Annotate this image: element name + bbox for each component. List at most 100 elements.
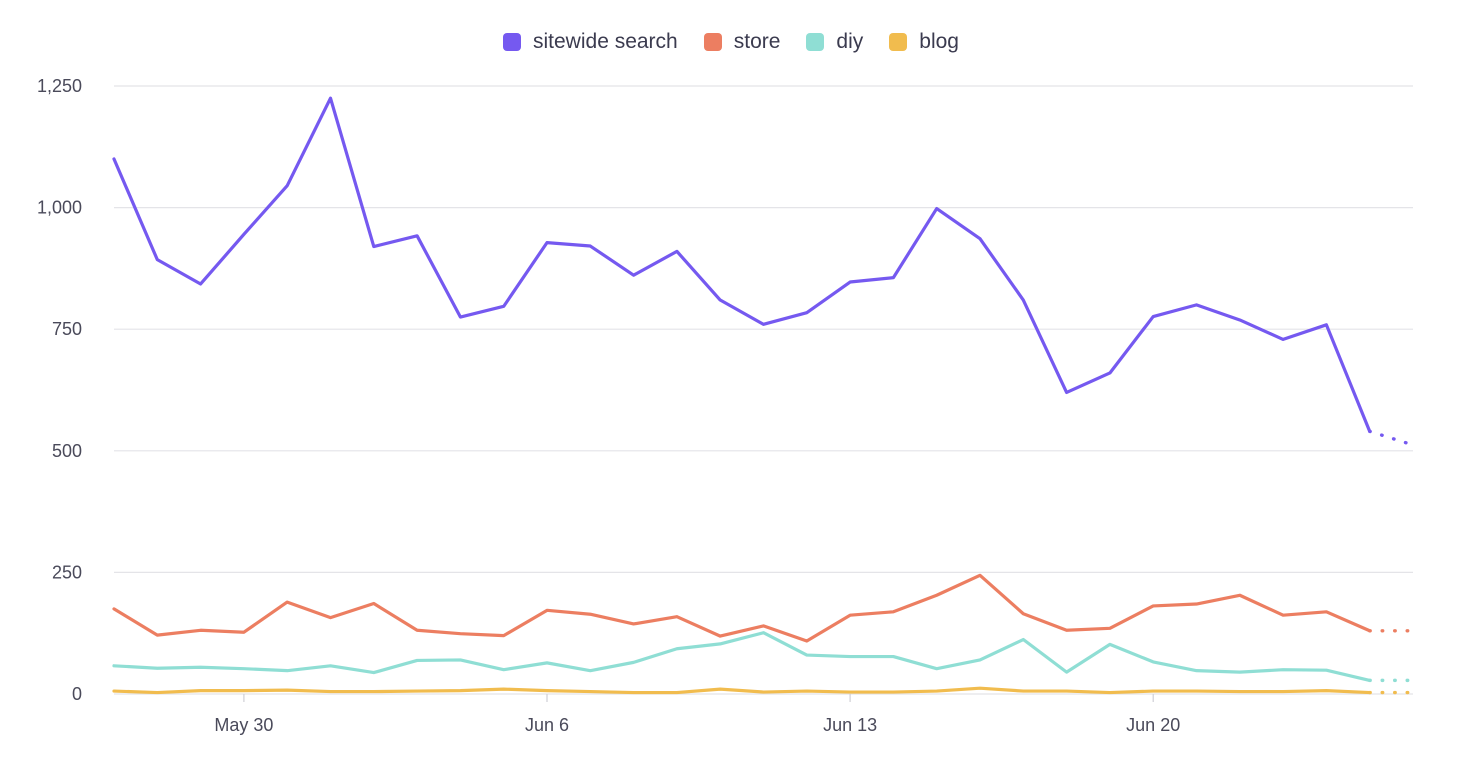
data-point-sitewide-search[interactable] <box>1062 387 1072 397</box>
data-point-blog[interactable] <box>1365 688 1375 698</box>
data-point-blog[interactable] <box>975 683 985 693</box>
data-point-diy[interactable] <box>802 650 812 660</box>
data-point-diy[interactable] <box>1062 667 1072 677</box>
data-point-store[interactable] <box>759 621 769 631</box>
data-point-sitewide-search[interactable] <box>282 181 292 191</box>
data-point-blog[interactable] <box>759 687 769 697</box>
series-line-sitewide-search[interactable] <box>112 96 1372 433</box>
data-point-diy[interactable] <box>629 657 639 667</box>
data-point-blog[interactable] <box>802 686 812 696</box>
data-point-store[interactable] <box>196 625 206 635</box>
data-point-store[interactable] <box>239 627 249 637</box>
data-point-store[interactable] <box>1321 607 1331 617</box>
data-point-diy[interactable] <box>455 655 465 665</box>
data-point-diy[interactable] <box>1365 675 1375 685</box>
data-point-sitewide-search[interactable] <box>1018 295 1028 305</box>
data-point-store[interactable] <box>152 630 162 640</box>
data-point-diy[interactable] <box>1321 665 1331 675</box>
data-point-sitewide-search[interactable] <box>672 246 682 256</box>
data-point-sitewide-search[interactable] <box>109 154 119 164</box>
data-point-blog[interactable] <box>1105 688 1115 698</box>
data-point-store[interactable] <box>629 619 639 629</box>
data-point-blog[interactable] <box>152 688 162 698</box>
data-point-diy[interactable] <box>845 652 855 662</box>
data-point-blog[interactable] <box>326 687 336 697</box>
data-point-sitewide-search[interactable] <box>585 241 595 251</box>
data-point-diy[interactable] <box>1408 675 1418 685</box>
data-point-store[interactable] <box>1018 609 1028 619</box>
data-point-sitewide-search[interactable] <box>1148 312 1158 322</box>
legend-item-diy[interactable]: diy <box>806 30 863 54</box>
data-point-diy[interactable] <box>196 662 206 672</box>
data-point-blog[interactable] <box>455 686 465 696</box>
data-point-store[interactable] <box>888 607 898 617</box>
data-point-sitewide-search[interactable] <box>1365 426 1375 436</box>
data-point-sitewide-search[interactable] <box>1235 315 1245 325</box>
data-point-sitewide-search[interactable] <box>1278 334 1288 344</box>
data-point-blog[interactable] <box>109 686 119 696</box>
data-point-store[interactable] <box>1235 590 1245 600</box>
data-point-blog[interactable] <box>1062 686 1072 696</box>
data-point-sitewide-search[interactable] <box>1408 440 1418 450</box>
data-point-sitewide-search[interactable] <box>975 234 985 244</box>
data-point-diy[interactable] <box>239 664 249 674</box>
data-point-sitewide-search[interactable] <box>1321 320 1331 330</box>
data-point-diy[interactable] <box>585 666 595 676</box>
data-point-blog[interactable] <box>1321 686 1331 696</box>
data-point-sitewide-search[interactable] <box>369 242 379 252</box>
data-point-diy[interactable] <box>888 652 898 662</box>
data-point-blog[interactable] <box>672 688 682 698</box>
data-point-blog[interactable] <box>1192 686 1202 696</box>
data-point-blog[interactable] <box>1235 687 1245 697</box>
data-point-sitewide-search[interactable] <box>499 301 509 311</box>
data-point-sitewide-search[interactable] <box>542 238 552 248</box>
data-point-blog[interactable] <box>888 687 898 697</box>
series-line-diy[interactable] <box>112 631 1372 682</box>
data-point-diy[interactable] <box>672 644 682 654</box>
series-line-store[interactable] <box>112 573 1372 643</box>
legend-item-store[interactable]: store <box>703 30 780 54</box>
data-point-diy[interactable] <box>326 661 336 671</box>
data-point-blog[interactable] <box>239 686 249 696</box>
data-point-store[interactable] <box>1365 626 1375 636</box>
legend-item-blog[interactable]: blog <box>889 30 959 54</box>
data-point-store[interactable] <box>1105 623 1115 633</box>
data-point-diy[interactable] <box>932 664 942 674</box>
data-point-diy[interactable] <box>1105 639 1115 649</box>
data-point-diy[interactable] <box>499 665 509 675</box>
data-point-sitewide-search[interactable] <box>196 279 206 289</box>
data-point-store[interactable] <box>542 605 552 615</box>
data-point-diy[interactable] <box>152 663 162 673</box>
data-point-store[interactable] <box>1278 610 1288 620</box>
data-point-diy[interactable] <box>369 668 379 678</box>
data-point-store[interactable] <box>412 625 422 635</box>
data-point-store[interactable] <box>672 612 682 622</box>
data-point-sitewide-search[interactable] <box>1105 368 1115 378</box>
data-point-diy[interactable] <box>1278 665 1288 675</box>
data-point-blog[interactable] <box>1278 687 1288 697</box>
data-point-blog[interactable] <box>196 686 206 696</box>
data-point-store[interactable] <box>369 599 379 609</box>
data-point-store[interactable] <box>932 590 942 600</box>
data-point-blog[interactable] <box>412 686 422 696</box>
data-point-diy[interactable] <box>1192 666 1202 676</box>
data-point-store[interactable] <box>326 613 336 623</box>
data-point-blog[interactable] <box>282 685 292 695</box>
data-point-store[interactable] <box>1062 625 1072 635</box>
data-point-sitewide-search[interactable] <box>802 308 812 318</box>
data-point-sitewide-search[interactable] <box>1192 300 1202 310</box>
data-point-sitewide-search[interactable] <box>239 229 249 239</box>
data-point-blog[interactable] <box>932 686 942 696</box>
legend-item-sitewide-search[interactable]: sitewide search <box>503 30 678 54</box>
data-point-store[interactable] <box>975 570 985 580</box>
data-point-diy[interactable] <box>412 655 422 665</box>
data-point-sitewide-search[interactable] <box>152 255 162 265</box>
data-point-store[interactable] <box>585 609 595 619</box>
data-point-sitewide-search[interactable] <box>326 93 336 103</box>
data-point-store[interactable] <box>715 631 725 641</box>
data-point-blog[interactable] <box>585 687 595 697</box>
data-point-sitewide-search[interactable] <box>845 277 855 287</box>
data-point-blog[interactable] <box>542 686 552 696</box>
data-point-diy[interactable] <box>1235 667 1245 677</box>
data-point-store[interactable] <box>282 597 292 607</box>
